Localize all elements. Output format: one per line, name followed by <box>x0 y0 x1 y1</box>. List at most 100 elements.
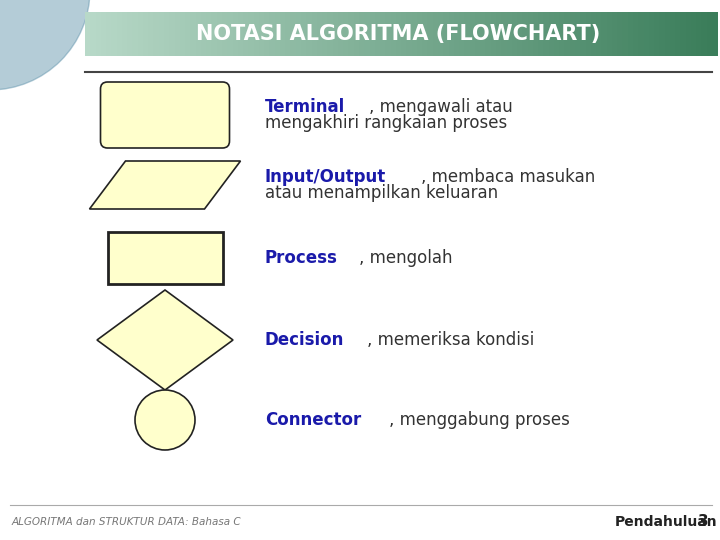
Bar <box>454 12 459 56</box>
Text: , mengawali atau: , mengawali atau <box>369 98 513 116</box>
Bar <box>364 12 370 56</box>
Text: mengakhiri rangkaian proses: mengakhiri rangkaian proses <box>265 114 508 132</box>
Bar <box>333 12 338 56</box>
Bar <box>317 12 323 56</box>
Bar <box>522 12 528 56</box>
Bar <box>222 12 228 56</box>
Bar <box>449 12 454 56</box>
Bar <box>285 12 291 56</box>
Bar <box>338 12 343 56</box>
Bar <box>575 12 581 56</box>
Bar <box>517 12 523 56</box>
Bar <box>544 12 549 56</box>
Text: , menggabung proses: , menggabung proses <box>390 411 570 429</box>
Bar <box>164 12 170 56</box>
Bar <box>422 12 428 56</box>
Bar <box>301 12 307 56</box>
Bar <box>638 12 644 56</box>
Bar <box>380 12 386 56</box>
Bar <box>348 12 354 56</box>
Bar <box>675 12 681 56</box>
FancyBboxPatch shape <box>101 82 230 148</box>
Bar <box>132 12 138 56</box>
Bar <box>217 12 222 56</box>
Bar <box>106 12 112 56</box>
Bar <box>390 12 396 56</box>
Bar <box>185 12 191 56</box>
Polygon shape <box>97 290 233 390</box>
Bar <box>585 12 591 56</box>
Bar <box>122 12 127 56</box>
Bar <box>469 12 475 56</box>
Bar <box>596 12 602 56</box>
Bar <box>607 12 612 56</box>
Bar <box>433 12 438 56</box>
Bar <box>696 12 702 56</box>
Text: Pendahuluan: Pendahuluan <box>615 515 718 529</box>
Bar <box>417 12 423 56</box>
Text: Connector: Connector <box>265 411 361 429</box>
Text: Terminal: Terminal <box>265 98 346 116</box>
Polygon shape <box>89 161 240 209</box>
Bar <box>85 12 91 56</box>
Text: 3: 3 <box>698 515 708 530</box>
Bar <box>90 12 96 56</box>
Bar <box>143 12 149 56</box>
Bar <box>612 12 618 56</box>
Text: , mengolah: , mengolah <box>359 249 453 267</box>
Bar <box>107 232 222 284</box>
Bar <box>506 12 512 56</box>
Bar <box>491 12 496 56</box>
Bar <box>496 12 502 56</box>
Bar <box>328 12 333 56</box>
Bar <box>712 12 718 56</box>
Bar <box>691 12 697 56</box>
Bar <box>670 12 675 56</box>
Bar <box>180 12 186 56</box>
Bar <box>375 12 380 56</box>
Bar <box>533 12 539 56</box>
Bar <box>101 12 107 56</box>
Bar <box>554 12 559 56</box>
Bar <box>159 12 164 56</box>
Bar <box>148 12 154 56</box>
Bar <box>228 12 233 56</box>
Bar <box>601 12 607 56</box>
Bar <box>654 12 660 56</box>
Bar <box>580 12 586 56</box>
Bar <box>354 12 359 56</box>
Text: Decision: Decision <box>265 331 344 349</box>
Text: , memeriksa kondisi: , memeriksa kondisi <box>367 331 535 349</box>
Bar <box>280 12 286 56</box>
Bar <box>622 12 628 56</box>
Bar <box>512 12 518 56</box>
Bar <box>138 12 143 56</box>
Bar <box>428 12 433 56</box>
Bar <box>190 12 196 56</box>
Bar <box>206 12 212 56</box>
Bar <box>701 12 707 56</box>
Bar <box>169 12 175 56</box>
Bar <box>559 12 565 56</box>
Bar <box>570 12 575 56</box>
Bar <box>96 12 102 56</box>
Bar <box>112 12 117 56</box>
Bar <box>501 12 507 56</box>
Bar <box>528 12 534 56</box>
Bar <box>628 12 634 56</box>
Bar <box>564 12 570 56</box>
Bar <box>401 12 407 56</box>
Bar <box>322 12 328 56</box>
Bar <box>264 12 270 56</box>
Bar <box>306 12 312 56</box>
Bar <box>117 12 122 56</box>
Text: NOTASI ALGORITMA (FLOWCHART): NOTASI ALGORITMA (FLOWCHART) <box>197 24 600 44</box>
Bar <box>660 12 665 56</box>
Bar <box>438 12 444 56</box>
Circle shape <box>0 0 90 90</box>
Bar <box>275 12 280 56</box>
Text: atau menampilkan keluaran: atau menampilkan keluaran <box>265 185 498 202</box>
Bar <box>444 12 449 56</box>
Bar <box>253 12 259 56</box>
Bar <box>665 12 670 56</box>
